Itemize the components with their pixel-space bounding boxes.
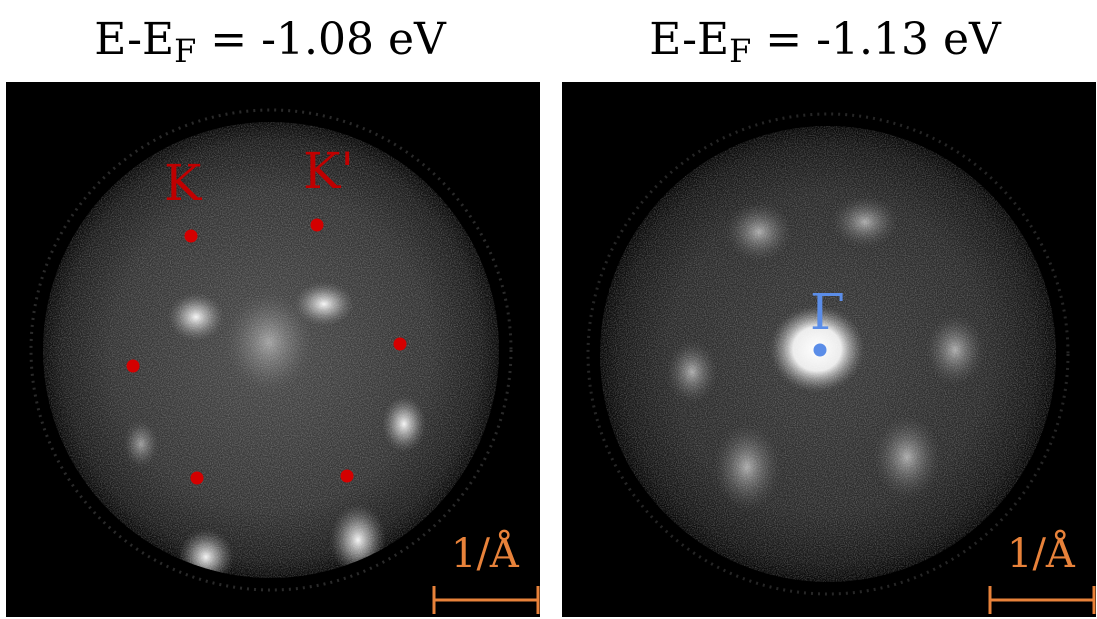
k-point-marker (393, 337, 407, 351)
detector-edge (586, 112, 1070, 596)
title-suffix: = -1.13 eV (751, 14, 1001, 65)
gamma-label: Γ (810, 283, 845, 341)
title-suffix: = -1.08 eV (196, 14, 446, 65)
k-point-marker (190, 471, 204, 485)
panel-title-right: E-EF = -1.13 eV (585, 8, 1065, 72)
gamma-point-marker (813, 343, 827, 357)
panel-title-left: E-EF = -1.08 eV (30, 8, 510, 72)
scale-bar-label: 1/Å (451, 531, 519, 577)
k-prime-label: K' (303, 142, 355, 200)
intensity-image-left (29, 108, 540, 614)
title-prefix: E-E (94, 14, 175, 65)
detector-edge (29, 108, 513, 592)
title-subscript: F (729, 32, 752, 70)
k-point-markers (126, 218, 407, 485)
scale-bar (988, 586, 1096, 614)
arpes-map-left: K K' 1/Å (6, 82, 540, 617)
k-point-marker (184, 229, 198, 243)
k-point-marker (310, 218, 324, 232)
title-subscript: F (174, 32, 197, 70)
arpes-map-right: Γ 1/Å (562, 82, 1096, 617)
scale-bar-label: 1/Å (1007, 531, 1075, 577)
intensity-image-right (586, 112, 1096, 614)
k-label: K (164, 154, 202, 212)
title-prefix: E-E (649, 14, 730, 65)
scale-bar (432, 586, 540, 614)
noise-overlay (43, 122, 499, 578)
noise-overlay (600, 126, 1056, 582)
k-point-marker (340, 469, 354, 483)
k-point-marker (126, 359, 140, 373)
